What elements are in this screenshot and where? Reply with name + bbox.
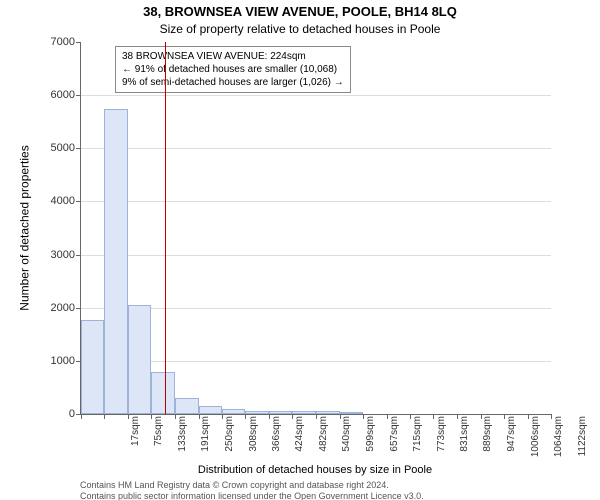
y-tick-label: 2000 (51, 302, 81, 314)
x-tick-label: 773sqm (436, 416, 447, 471)
legend-line-1: 38 BROWNSEA VIEW AVENUE: 224sqm (122, 50, 344, 63)
y-tick-label: 1000 (51, 355, 81, 367)
x-tick (340, 414, 341, 419)
page-subtitle: Size of property relative to detached ho… (0, 22, 600, 36)
y-axis-title: Number of detached properties (16, 42, 34, 414)
x-tick (175, 414, 176, 419)
y-axis-title-text: Number of detached properties (18, 145, 32, 310)
legend-line-3: 9% of semi-detached houses are larger (1… (122, 76, 344, 89)
y-gridline (81, 308, 551, 309)
footnote-1: Contains HM Land Registry data © Crown c… (80, 480, 550, 490)
x-tick-label: 947sqm (506, 416, 517, 471)
histogram-bar (269, 411, 292, 414)
y-tick-label: 3000 (51, 249, 81, 261)
x-tick-label: 191sqm (200, 416, 211, 471)
histogram-bar (199, 406, 222, 414)
x-tick (387, 414, 388, 419)
histogram-bar (292, 411, 316, 414)
x-tick-label: 250sqm (224, 416, 235, 471)
x-tick (316, 414, 317, 419)
y-gridline (81, 255, 551, 256)
y-tick-label: 0 (69, 408, 81, 420)
y-tick-label: 6000 (51, 89, 81, 101)
x-tick-label: 1064sqm (553, 416, 564, 471)
x-tick-label: 424sqm (294, 416, 305, 471)
x-tick-label: 540sqm (341, 416, 352, 471)
y-tick-label: 5000 (51, 142, 81, 154)
reference-line (165, 42, 166, 414)
x-tick (151, 414, 152, 419)
x-tick (245, 414, 246, 419)
histogram-bar (175, 398, 198, 414)
chart-plot-area: 38 BROWNSEA VIEW AVENUE: 224sqm ← 91% of… (80, 42, 551, 415)
x-tick-label: 599sqm (365, 416, 376, 471)
x-tick (363, 414, 364, 419)
histogram-bar (151, 372, 175, 414)
histogram-bar (128, 305, 151, 414)
x-tick-label: 366sqm (271, 416, 282, 471)
x-tick-label: 17sqm (130, 416, 141, 471)
histogram-bar (104, 109, 127, 414)
x-tick-label: 657sqm (389, 416, 400, 471)
x-tick (292, 414, 293, 419)
x-axis-title: Distribution of detached houses by size … (80, 464, 550, 476)
legend-line-2: ← 91% of detached houses are smaller (10… (122, 63, 344, 76)
page-title: 38, BROWNSEA VIEW AVENUE, POOLE, BH14 8L… (0, 4, 600, 19)
x-tick (433, 414, 434, 419)
y-tick-label: 4000 (51, 195, 81, 207)
histogram-bar (222, 409, 245, 414)
y-gridline (81, 148, 551, 149)
reference-legend: 38 BROWNSEA VIEW AVENUE: 224sqm ← 91% of… (115, 46, 351, 93)
y-tick-label: 7000 (51, 36, 81, 48)
x-tick (222, 414, 223, 419)
x-tick (81, 414, 82, 419)
histogram-bar (245, 411, 268, 414)
x-tick (269, 414, 270, 419)
histogram-bar (316, 411, 339, 414)
histogram-bar (81, 320, 104, 414)
x-tick-label: 715sqm (412, 416, 423, 471)
x-tick-label: 482sqm (318, 416, 329, 471)
x-tick (528, 414, 529, 419)
x-tick-label: 133sqm (177, 416, 188, 471)
y-gridline (81, 95, 551, 96)
histogram-bar (340, 412, 363, 414)
x-tick-label: 75sqm (153, 416, 164, 471)
x-tick-label: 1006sqm (530, 416, 541, 471)
x-tick (410, 414, 411, 419)
x-tick (457, 414, 458, 419)
x-tick-label: 1122sqm (577, 416, 588, 471)
x-tick (128, 414, 129, 419)
y-gridline (81, 201, 551, 202)
x-tick (104, 414, 105, 419)
footnote-2: Contains public sector information licen… (80, 491, 550, 500)
x-tick (481, 414, 482, 419)
x-tick (199, 414, 200, 419)
x-tick (551, 414, 552, 419)
y-gridline (81, 361, 551, 362)
x-tick-label: 831sqm (459, 416, 470, 471)
x-tick-label: 889sqm (482, 416, 493, 471)
x-tick-label: 308sqm (248, 416, 259, 471)
x-tick (504, 414, 505, 419)
